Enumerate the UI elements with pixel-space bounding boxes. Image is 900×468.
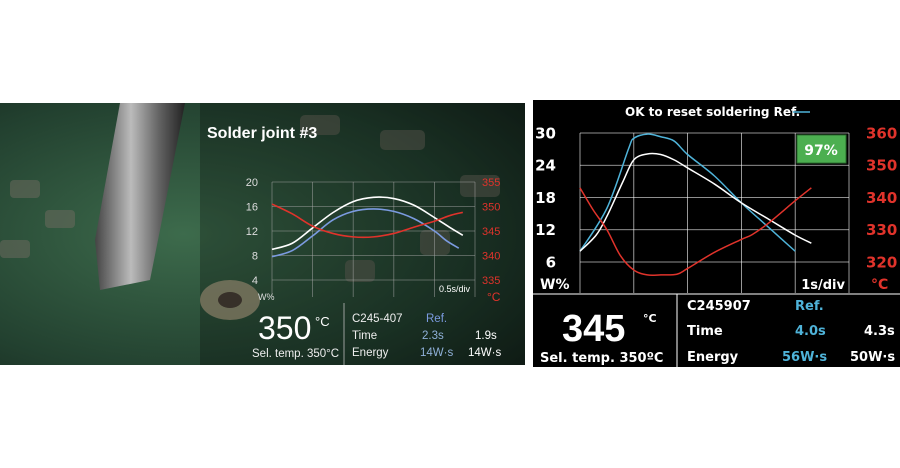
right-time-label: Time <box>687 324 723 339</box>
y2-tick-label: 335 <box>482 275 500 287</box>
y-tick-label: 6 <box>546 253 556 271</box>
left-current-temperature: 350 <box>258 310 311 346</box>
right-temp-unit: °C <box>643 312 657 325</box>
match-badge <box>796 134 847 164</box>
left-panel: Solder joint #3 20 355 16 350 12 345 8 340 4 335 0… <box>0 103 525 365</box>
right-cartridge: C245907 <box>687 299 751 314</box>
right-selected-temp: Sel. temp. 350ºC <box>540 351 663 366</box>
left-cartridge: C245-407 <box>352 313 403 325</box>
right-ref-label: Ref. <box>795 299 824 314</box>
y-tick-label: 4 <box>252 275 258 287</box>
temperature-line <box>579 187 812 277</box>
left-time-value: 1.9s <box>475 330 497 342</box>
left-energy-label: Energy <box>352 347 389 359</box>
y-tick-label: 24 <box>535 157 556 175</box>
left-time-label: Time <box>352 330 377 342</box>
y-tick-label: 18 <box>535 189 556 207</box>
left-energy-value: 14W·s <box>468 347 501 359</box>
reference-power-line <box>271 208 460 258</box>
soldering-tip <box>95 103 185 290</box>
pcb-pads <box>0 115 500 282</box>
left-energy-ref: 14W·s <box>420 347 453 359</box>
left-ref-label: Ref. <box>426 313 447 325</box>
y-tick-label: 30 <box>535 124 556 142</box>
y2-tick-label: 330 <box>866 221 897 239</box>
y2-tick-label: 360 <box>866 124 897 142</box>
y-tick-label: 12 <box>535 221 556 239</box>
y-tick-label: 8 <box>252 250 258 262</box>
left-chart: 20 355 16 350 12 345 8 340 4 335 0.5s/div W% °C <box>246 177 501 304</box>
solder-hole <box>218 292 242 308</box>
left-temp-unit: °C <box>315 314 330 329</box>
y2-tick-label: 355 <box>482 177 500 189</box>
y-axis-label: W% <box>258 292 275 302</box>
y-axis-label: W% <box>540 277 569 293</box>
right-time-ref: 4.0s <box>795 324 826 339</box>
y2-axis-label: °C <box>871 277 888 293</box>
right-chart: 30 360 24 350 18 340 12 330 6 320 1s/div W% °C <box>535 124 897 293</box>
left-time-ref: 2.3s <box>422 330 444 342</box>
power-line <box>579 152 812 252</box>
y2-tick-label: 340 <box>482 250 500 262</box>
right-time-value: 4.3s <box>864 324 895 339</box>
left-title: Solder joint #3 <box>207 125 317 142</box>
y-tick-label: 20 <box>246 177 258 189</box>
x-scale-label: 1s/div <box>801 278 845 293</box>
y2-tick-label: 350 <box>866 157 897 175</box>
right-current-temperature: 345 <box>562 308 625 350</box>
y2-tick-label: 345 <box>482 226 500 238</box>
left-selected-temp: Sel. temp. 350°C <box>252 348 339 360</box>
y-tick-label: 16 <box>246 201 258 213</box>
y-tick-label: 12 <box>246 226 258 238</box>
y2-axis-label: °C <box>487 290 501 304</box>
right-header: OK to reset soldering Ref. <box>625 105 800 119</box>
overlay-shade <box>200 103 525 365</box>
x-scale-label: 0.5s/div <box>439 284 471 294</box>
right-energy-label: Energy <box>687 350 739 365</box>
temperature-line <box>271 203 464 239</box>
right-energy-ref: 56W·s <box>782 350 827 365</box>
right-energy-value: 50W·s <box>850 350 895 365</box>
y2-tick-label: 340 <box>866 189 897 207</box>
y2-tick-label: 320 <box>866 253 897 271</box>
y2-tick-label: 350 <box>482 201 500 213</box>
power-line <box>271 196 464 251</box>
match-badge-text: 97% <box>804 143 838 159</box>
